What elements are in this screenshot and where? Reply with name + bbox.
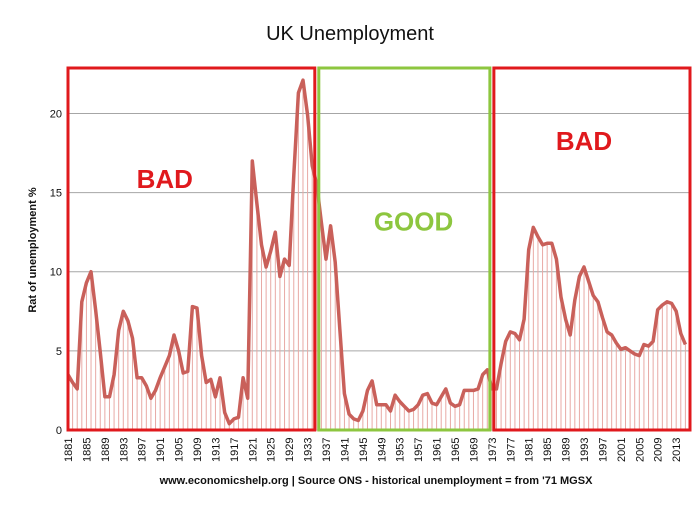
x-tick-label: 1893 [118,438,130,462]
y-tick-label: 5 [56,346,62,358]
x-tick-label: 1965 [450,438,462,462]
good-period-box [317,66,492,432]
x-tick-label: 1921 [247,438,259,462]
bad-period-box [66,66,317,432]
annotation-boxes: BAD GOOD BAD [66,66,692,432]
x-tick-label: 1889 [100,438,112,462]
x-tick-label: 1941 [339,438,351,462]
x-tick-label: 1961 [432,438,444,462]
x-tick-label: 1993 [579,438,591,462]
x-tick-label: 1937 [321,438,333,462]
x-tick-label: 1929 [284,438,296,462]
x-tick-label: 1917 [229,438,241,462]
bad-period-box [492,66,692,432]
gridlines [68,112,690,431]
x-tick-label: 2009 [653,438,665,462]
x-tick-label: 1969 [468,438,480,462]
y-axis-label: Rat of unemployment % [27,187,39,313]
y-axis-ticks: 0 5 10 15 20 [50,108,62,437]
x-tick-label: 1905 [174,438,186,462]
x-tick-label: 1913 [210,438,222,462]
source-note: www.economicshelp.org | Source ONS - his… [159,475,594,487]
unemployment-line [66,78,688,426]
good-period-label: GOOD [374,207,453,237]
x-tick-label: 1933 [303,438,315,462]
x-tick-label: 1977 [505,438,517,462]
x-tick-label: 1945 [358,438,370,462]
x-tick-label: 1997 [597,438,609,462]
x-tick-label: 1901 [155,438,167,462]
x-tick-label: 1949 [376,438,388,462]
chart-title: UK Unemployment [266,23,434,45]
x-tick-label: 1973 [487,438,499,462]
y-tick-label: 20 [50,108,62,120]
bad-period-label: BAD [137,164,193,194]
y-tick-label: 10 [50,267,62,279]
x-tick-label: 1881 [63,438,75,462]
x-tick-label: 1957 [413,438,425,462]
series-line-group [66,78,688,426]
bad-period-label: BAD [556,126,612,156]
x-tick-label: 1885 [81,438,93,462]
area-fill-lines [67,80,686,430]
x-tick-label: 2001 [616,438,628,462]
x-tick-label: 1981 [524,438,536,462]
x-tick-label: 1953 [395,438,407,462]
x-tick-label: 1909 [192,438,204,462]
x-tick-label: 1897 [137,438,149,462]
x-tick-label: 1989 [561,438,573,462]
x-tick-label: 1985 [542,438,554,462]
x-axis-ticks: 1881 1885 1889 1893 1897 1901 1905 1909 1913 1917… [63,438,683,462]
y-tick-label: 15 [50,188,62,200]
x-tick-label: 2013 [671,438,683,462]
x-tick-label: 1925 [266,438,278,462]
y-tick-label: 0 [56,425,62,437]
x-tick-label: 2005 [634,438,646,462]
